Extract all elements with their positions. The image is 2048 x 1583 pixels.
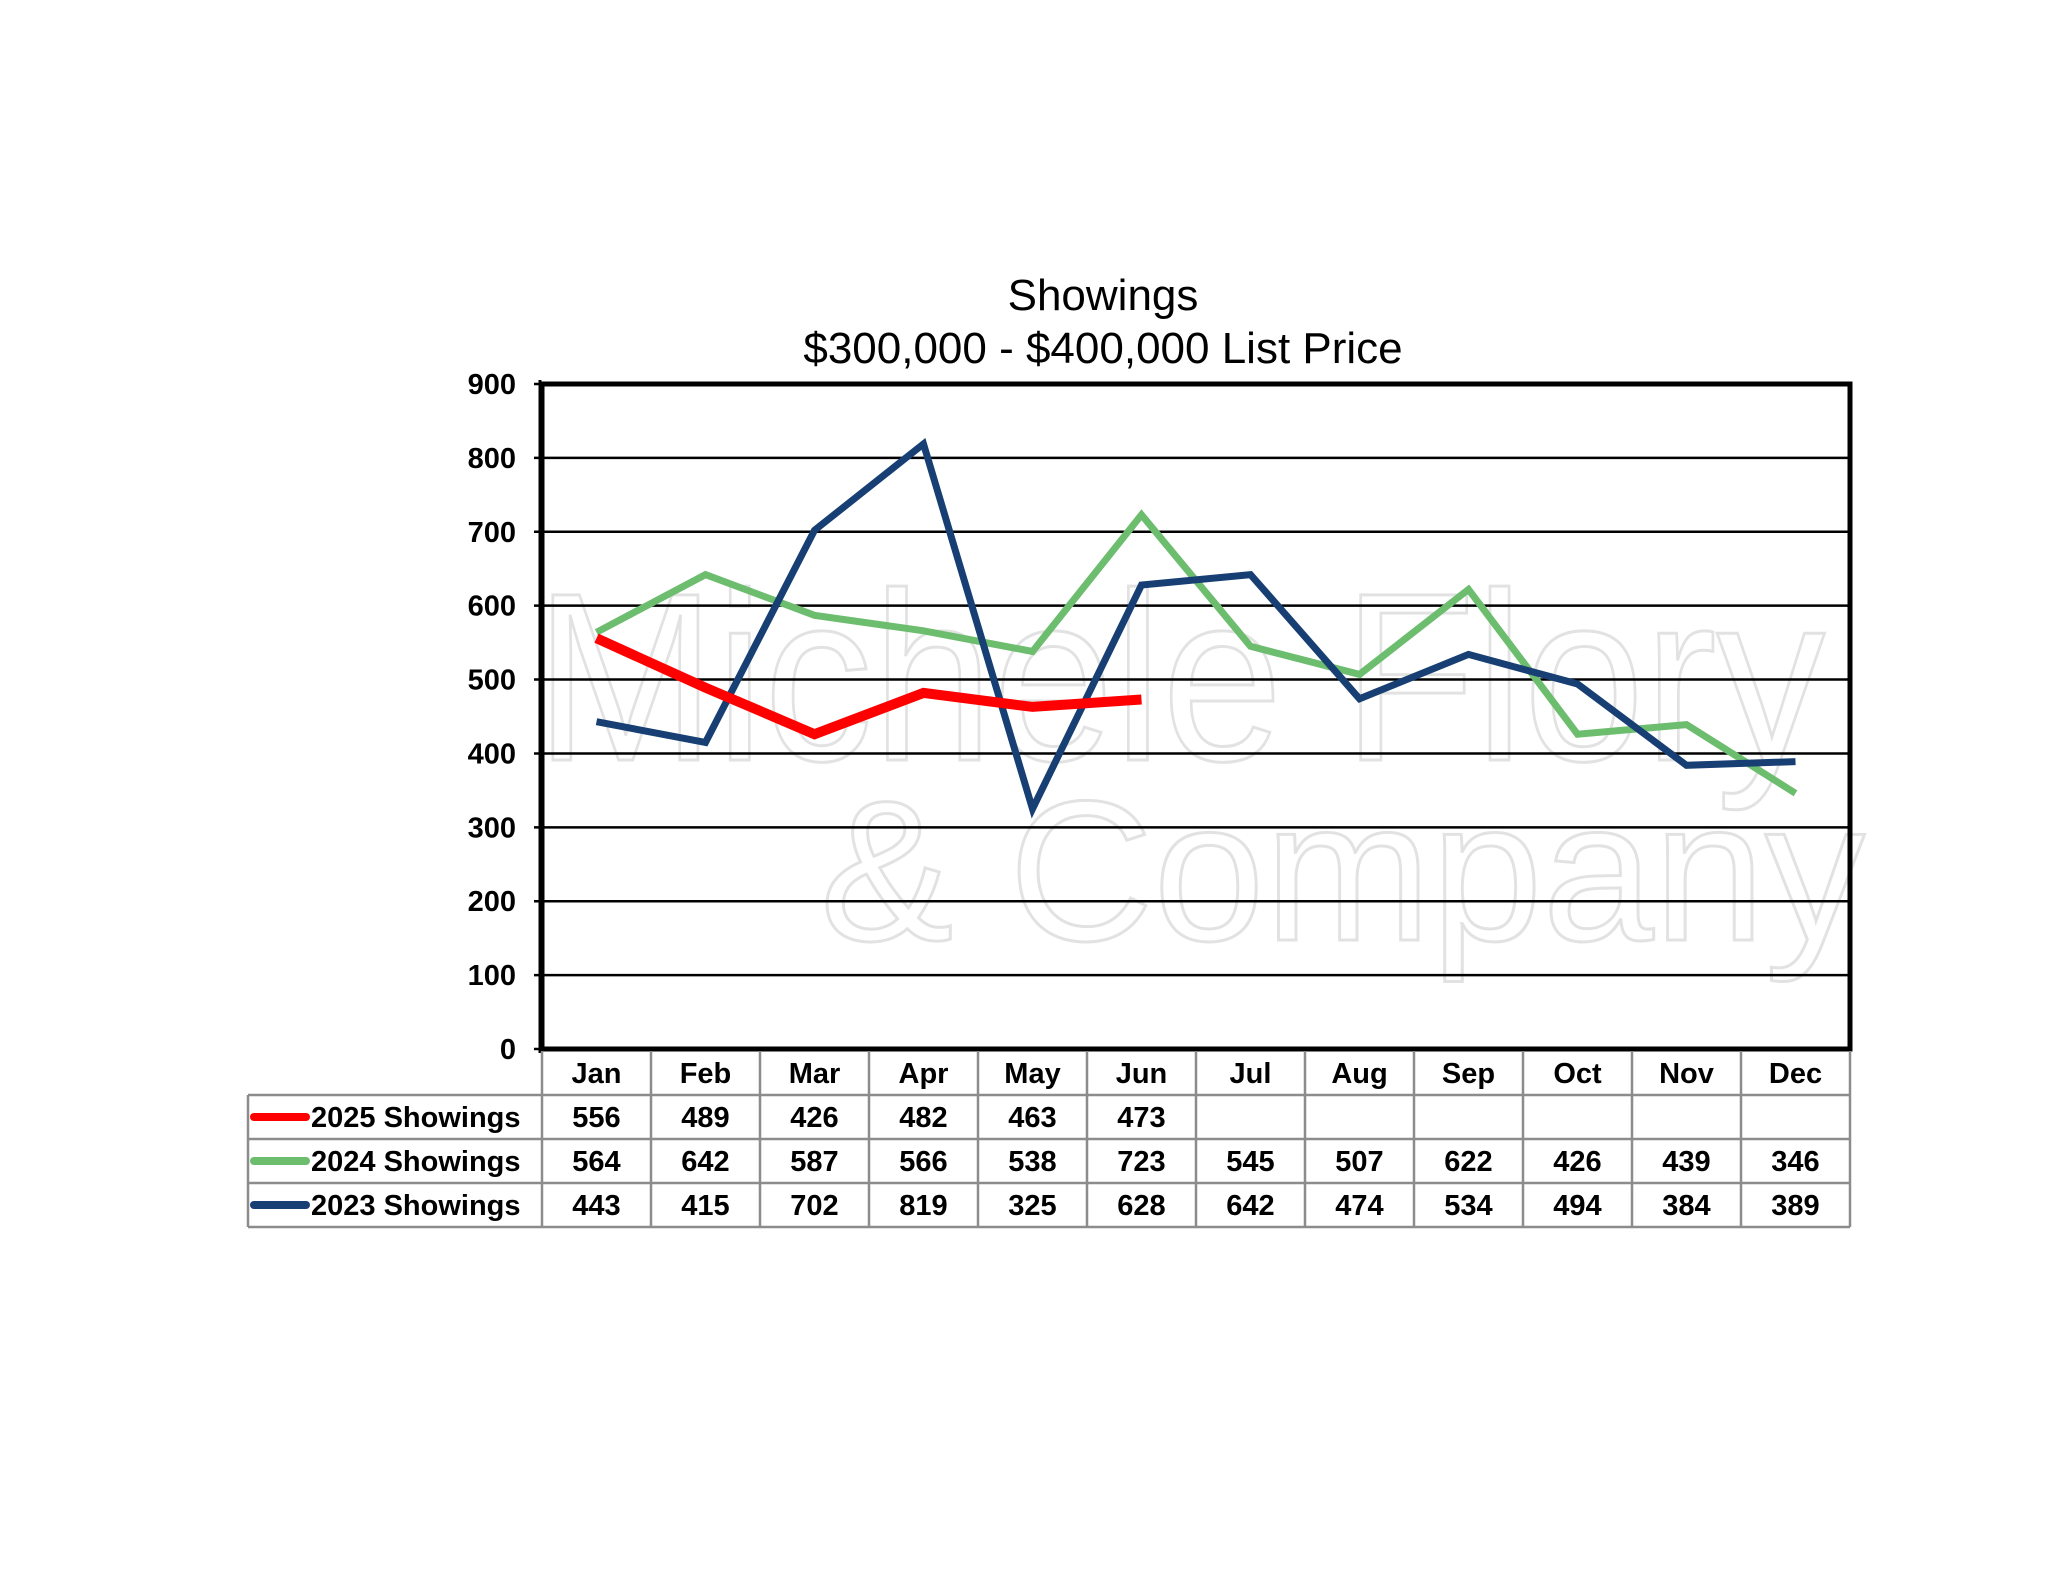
x-tick-label: Oct: [1553, 1058, 1602, 1090]
y-tick-label: 900: [468, 369, 516, 401]
table-cell-value: 538: [1008, 1146, 1056, 1178]
table-cell-value: 642: [1226, 1190, 1274, 1222]
y-axis-ticks: 0 100 200 300 400 500 600 700 800 900: [468, 369, 516, 1066]
plot-area-border: [539, 381, 1853, 1052]
table-cell-value: 723: [1117, 1146, 1165, 1178]
x-tick-label: Jan: [572, 1058, 622, 1090]
y-tick-label: 300: [468, 812, 516, 844]
data-table: Jan Feb Mar Apr May Jun Jul Aug Sep Oct Nov Dec 2025…: [246, 1051, 1852, 1229]
x-tick-label: Sep: [1442, 1058, 1495, 1090]
table-cell-value: 556: [572, 1102, 620, 1134]
table-cell-value: 494: [1553, 1190, 1601, 1222]
series-2023-showings: [595, 437, 1796, 819]
table-cell-value: 566: [899, 1146, 947, 1178]
y-tick-label: 400: [468, 738, 516, 770]
table-cell-value: 426: [1553, 1146, 1601, 1178]
table-cell-value: 346: [1771, 1146, 1819, 1178]
table-cell-value: 702: [790, 1190, 838, 1222]
table-cell-value: 473: [1117, 1102, 1165, 1134]
chart-title: Showings: [1008, 271, 1199, 320]
x-tick-label: Dec: [1769, 1058, 1822, 1090]
chart-subtitle: $300,000 - $400,000 List Price: [803, 324, 1402, 373]
x-tick-label: Nov: [1659, 1058, 1714, 1090]
table-cell-value: 564: [572, 1146, 620, 1178]
series-line: [594, 633, 1142, 740]
x-tick-label: Mar: [789, 1058, 841, 1090]
table-cell-value: 463: [1008, 1102, 1056, 1134]
x-tick-label: Feb: [680, 1058, 732, 1090]
table-cell-value: 489: [681, 1102, 729, 1134]
watermark-logo: Michele Flory & Company: [534, 542, 1867, 985]
table-cell-value: 507: [1335, 1146, 1383, 1178]
x-tick-label: Jun: [1116, 1058, 1168, 1090]
y-tick-label: 600: [468, 591, 516, 623]
table-cell-value: 325: [1008, 1190, 1056, 1222]
legend-label: 2025 Showings: [311, 1102, 521, 1134]
legend-label: 2023 Showings: [311, 1190, 521, 1222]
table-cell-value: 384: [1662, 1190, 1710, 1222]
series-2025-showings: [594, 633, 1142, 740]
table-cell-value: 474: [1335, 1190, 1383, 1222]
y-tick-label: 800: [468, 443, 516, 475]
y-tick-label: 200: [468, 886, 516, 918]
table-cell-value: 628: [1117, 1190, 1165, 1222]
table-cell-value: 622: [1444, 1146, 1492, 1178]
table-row: 2023 Showings 443 415 702 819 325 628 642 474 534…: [250, 1190, 1820, 1222]
x-tick-label: Jul: [1230, 1058, 1272, 1090]
table-cell-value: 545: [1226, 1146, 1274, 1178]
table-cell-value: 642: [681, 1146, 729, 1178]
table-cell-value: 389: [1771, 1190, 1819, 1222]
table-cell-value: 443: [572, 1190, 620, 1222]
table-row: 2024 Showings 564 642 587 566 538 723 545 507 622…: [250, 1146, 1820, 1178]
table-cell-value: 819: [899, 1190, 947, 1222]
y-tick-label: 100: [468, 960, 516, 992]
table-cell-value: 426: [790, 1102, 838, 1134]
series-lines: [594, 437, 1798, 819]
table-cell-value: 415: [681, 1190, 729, 1222]
table-cell-value: 482: [899, 1102, 947, 1134]
x-tick-label: May: [1004, 1058, 1060, 1090]
table-cell-value: 439: [1662, 1146, 1710, 1178]
table-row: 2025 Showings 556 489 426 482 463 473: [250, 1102, 1166, 1134]
watermark-text: Michele Flory: [535, 543, 1825, 811]
table-cell-value: 587: [790, 1146, 838, 1178]
y-tick-label: 0: [500, 1034, 516, 1066]
table-cell-value: 534: [1444, 1190, 1492, 1222]
watermark-subtext: & Company: [820, 760, 1865, 983]
legend-label: 2024 Showings: [311, 1146, 521, 1178]
y-tick-label: 500: [468, 665, 516, 697]
x-tick-label: Aug: [1331, 1058, 1387, 1090]
series-line: [595, 437, 1796, 819]
y-tick-label: 700: [468, 517, 516, 549]
x-tick-label: Apr: [899, 1058, 949, 1090]
